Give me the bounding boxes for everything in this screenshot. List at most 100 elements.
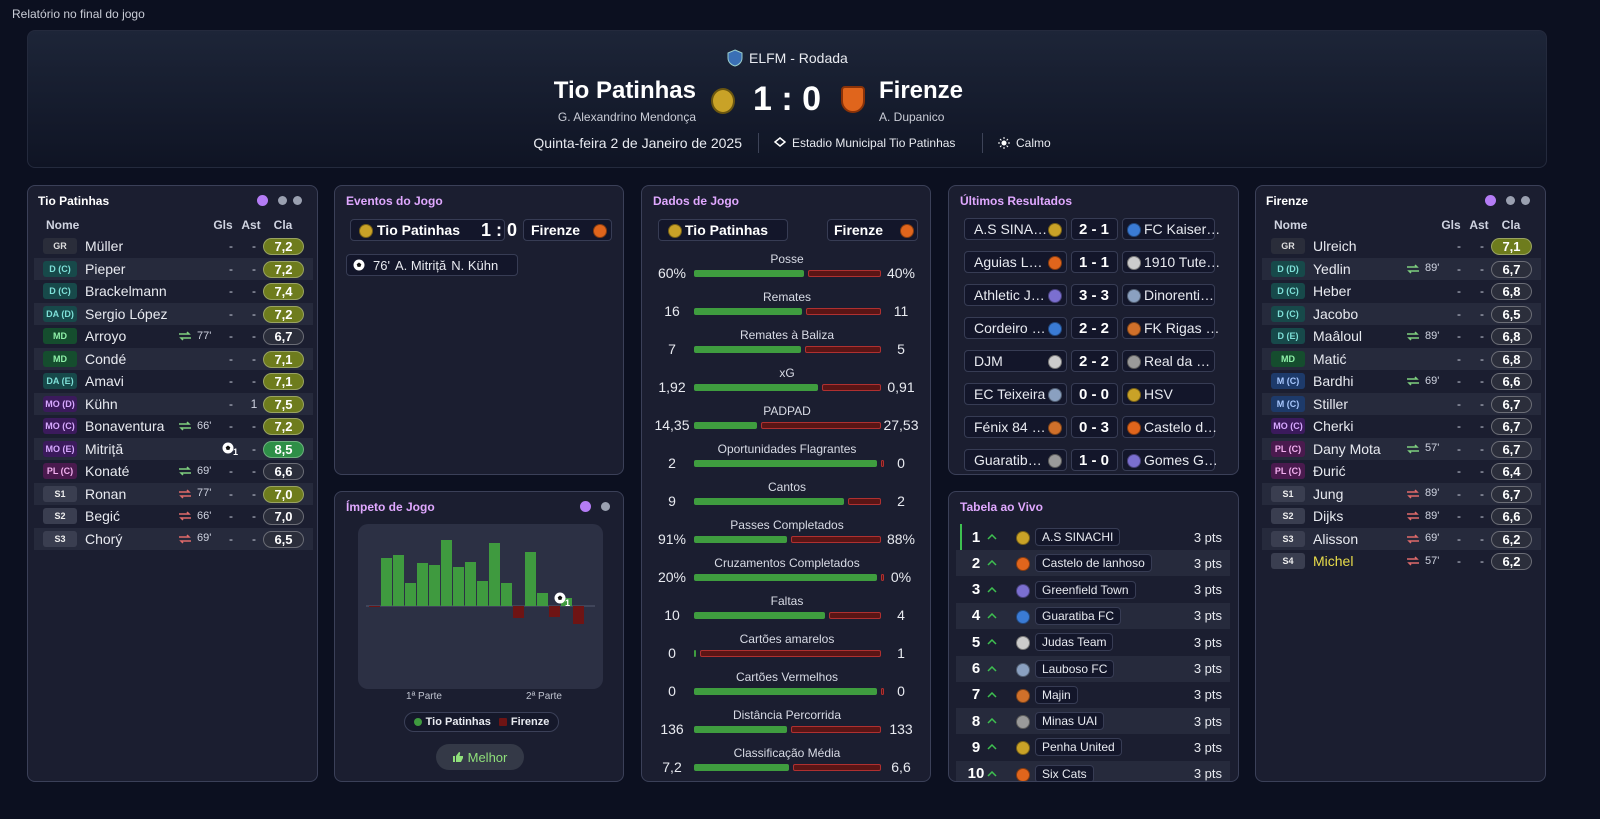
position-badge: D (D) xyxy=(1271,260,1305,277)
home-team: Tio Patinhas xyxy=(377,222,460,238)
team-crest xyxy=(1048,223,1062,237)
score: 1 : 0 xyxy=(752,80,822,118)
row-background xyxy=(34,437,313,460)
away-team: Real da … xyxy=(1144,353,1211,369)
assists: 1 xyxy=(250,396,258,411)
points: 3 pts xyxy=(1193,687,1222,703)
home-value: 7,2 xyxy=(662,759,682,775)
goals: - xyxy=(229,284,233,298)
panel-dot xyxy=(293,196,302,205)
team-crest xyxy=(1016,531,1030,545)
team-crest xyxy=(668,224,682,238)
assists: - xyxy=(252,351,256,366)
substitution-icon xyxy=(1407,511,1419,521)
home-bar xyxy=(694,764,790,771)
points: 3 pts xyxy=(1193,529,1222,545)
position-badge: S3 xyxy=(1271,530,1305,547)
away-value: 133 xyxy=(889,721,913,737)
column-header: Ast xyxy=(241,218,261,232)
substitution-icon xyxy=(179,466,191,476)
team-crest xyxy=(1127,355,1141,369)
position-badge: MO (C) xyxy=(43,418,77,434)
assists: - xyxy=(1480,464,1484,478)
momentum-bar xyxy=(405,583,416,606)
trend-up xyxy=(987,534,997,540)
team-chip: Majin xyxy=(1035,685,1078,704)
rating: 6,7 xyxy=(1491,418,1532,435)
team-chip: Greenfield Town xyxy=(1035,580,1136,599)
home-value: 10 xyxy=(664,607,680,623)
away-bar xyxy=(847,498,881,505)
match-header: ELFM - Rodada Tio Patinhas G. Alexandrino … xyxy=(27,30,1547,168)
button-label: Melhor xyxy=(467,749,508,765)
legend-swatch xyxy=(413,718,422,726)
better-button[interactable]: Melhor xyxy=(436,744,524,770)
score: 2 - 2 xyxy=(1078,352,1109,370)
home-bar xyxy=(694,688,877,695)
home-bar xyxy=(694,536,788,543)
trend-up xyxy=(987,639,997,645)
team-chip xyxy=(964,251,1067,273)
away-team: Firenze xyxy=(834,222,884,238)
thumb-icon xyxy=(452,752,463,762)
position-badge: GR xyxy=(43,238,77,254)
momentum-bar xyxy=(573,606,584,624)
team-chip xyxy=(964,383,1067,405)
player-name: Stiller xyxy=(1313,395,1349,412)
away-team: Gomes G… xyxy=(1144,452,1218,468)
away-team: FK Rigas … xyxy=(1144,320,1220,336)
player-name: Begić xyxy=(85,508,121,524)
goals: - xyxy=(1457,284,1461,298)
goal-icon xyxy=(222,442,234,453)
team-crest xyxy=(1127,256,1141,270)
goals: - xyxy=(229,531,233,546)
home-team: Aguias L… xyxy=(974,254,1043,270)
home-value: 7 xyxy=(668,341,676,357)
goals: - xyxy=(229,486,233,501)
team-crest xyxy=(1127,223,1141,237)
rating: 6,6 xyxy=(1491,373,1532,390)
substitution-icon xyxy=(1407,533,1419,544)
rating: 6,8 xyxy=(1491,283,1532,300)
position-badge: D (C) xyxy=(1271,305,1305,322)
sub-minute: 57' xyxy=(1425,554,1440,567)
goals: - xyxy=(1457,509,1461,523)
away-value: 0% xyxy=(890,569,912,585)
rating: 6,4 xyxy=(1491,463,1532,480)
home-value: 14,35 xyxy=(654,417,690,433)
panel-dot xyxy=(1506,196,1515,205)
home-lineup-panel: Tio Patinhas Nome Gls Ast Cla GR Müller - -7,2 D … xyxy=(27,185,318,782)
home-crest xyxy=(711,88,735,114)
home-bar xyxy=(694,270,804,277)
home-value: 9 xyxy=(668,493,676,509)
player-name: Maâloul xyxy=(1313,328,1363,344)
player-name: Pieper xyxy=(85,260,126,277)
momentum-bar xyxy=(513,606,524,618)
momentum-bar xyxy=(381,558,392,606)
away-lineup-panel: Firenze Nome Gls Ast Cla GR Ulreich - -7,1 D (D) Y… xyxy=(1255,185,1546,782)
legend: Tio Patinhas Firenze xyxy=(404,712,559,732)
substitution-icon xyxy=(179,511,191,521)
assists: - xyxy=(1480,531,1484,546)
assists: - xyxy=(252,306,256,321)
team-crest xyxy=(593,224,607,238)
rating: 6,7 xyxy=(263,328,304,345)
home-manager: G. Alexandrino Mendonça xyxy=(557,110,696,124)
home-value: 20% xyxy=(657,569,687,585)
player-name: Sergio López xyxy=(85,305,168,322)
assists: - xyxy=(252,419,256,433)
player-name: Jacobo xyxy=(1313,305,1359,322)
stat-name: Passes Completados xyxy=(730,518,844,532)
goals: - xyxy=(229,374,233,388)
assists: - xyxy=(1480,329,1484,343)
legend-label: Tio Patinhas xyxy=(425,716,491,728)
score: 2 - 2 xyxy=(1078,319,1109,337)
rating: 7,0 xyxy=(263,485,304,503)
team-chip: Penha United xyxy=(1035,738,1122,757)
row-background xyxy=(1262,437,1541,460)
away-bar xyxy=(807,270,881,277)
position-badge: PL (C) xyxy=(1271,463,1305,479)
assists: - xyxy=(252,486,256,501)
away-value: 11 xyxy=(893,303,909,319)
player-name: Bardhi xyxy=(1313,373,1354,389)
